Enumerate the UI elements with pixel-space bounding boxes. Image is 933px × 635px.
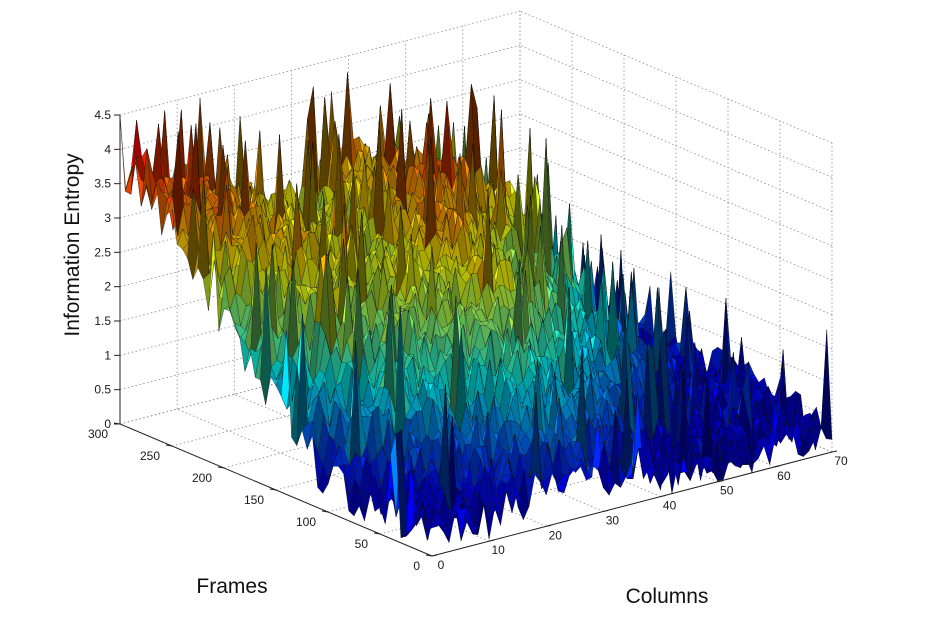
y-tick-label: 0 (413, 559, 420, 573)
surface-patch (384, 83, 396, 168)
x-tick-mark (603, 509, 609, 512)
surface-patch (664, 271, 677, 346)
x-tick-mark (660, 495, 666, 498)
x-tick-label: 10 (491, 543, 505, 557)
x-tick-label: 70 (834, 454, 848, 468)
z-tick-label: 3 (104, 211, 111, 225)
grid-line (519, 147, 833, 281)
surface-patch (820, 329, 833, 440)
z-tick-label: 0.5 (94, 383, 111, 397)
y-tick-label: 50 (355, 537, 369, 551)
surface-mesh (119, 72, 833, 544)
grid-line (519, 216, 833, 350)
z-tick-label: 4.5 (94, 108, 111, 122)
grid-line (519, 113, 833, 247)
x-tick-label: 20 (549, 528, 563, 542)
grid-line (119, 10, 521, 116)
z-tick-label: 4 (104, 142, 111, 156)
z-tick-label: 0 (104, 417, 111, 431)
z-axis-label: Information Entropy (61, 153, 84, 337)
z-tick-label: 1 (104, 348, 111, 362)
x-tick-mark (431, 554, 438, 557)
z-tick-label: 2 (104, 280, 111, 294)
z-tick-label: 3.5 (94, 177, 111, 191)
x-axis-label: Columns (626, 585, 709, 608)
x-tick-label: 60 (777, 469, 791, 483)
x-tick-label: 40 (663, 499, 677, 513)
x-tick-mark (774, 465, 780, 468)
z-tick-label: 2.5 (94, 245, 111, 259)
x-tick-label: 30 (606, 513, 620, 527)
x-tick-label: 50 (720, 484, 734, 498)
y-tick-label: 150 (244, 493, 264, 507)
y-tick-label: 250 (140, 449, 160, 463)
x-tick-label: 0 (438, 558, 445, 572)
x-tick-mark (831, 450, 838, 453)
y-tick-label: 100 (296, 515, 316, 529)
x-tick-mark (546, 524, 552, 527)
grid-line (119, 44, 521, 150)
x-tick-mark (489, 539, 495, 542)
y-axis-label: Frames (196, 575, 267, 598)
z-tick-label: 1.5 (94, 314, 111, 328)
grid-line (519, 44, 833, 178)
x-axis-line (431, 451, 833, 557)
y-tick-label: 200 (192, 471, 212, 485)
